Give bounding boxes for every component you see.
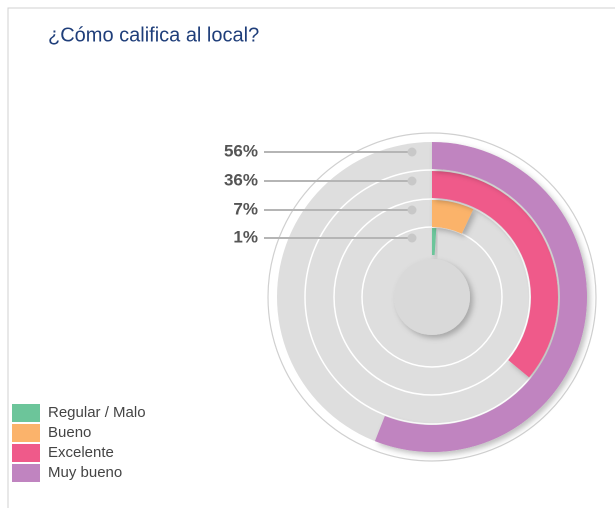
data-label: 1% — [233, 227, 258, 246]
track-divider — [333, 198, 531, 396]
leader-dot — [407, 176, 417, 186]
legend-swatch — [12, 404, 40, 422]
bar — [432, 200, 474, 234]
hub — [394, 259, 470, 335]
frame — [7, 7, 615, 508]
leader-dot — [407, 205, 417, 215]
legend-label: Bueno — [48, 424, 91, 441]
leader-dot — [407, 147, 417, 157]
legend-label: Excelente — [48, 444, 114, 461]
bar — [374, 142, 587, 452]
leader-dot — [407, 233, 417, 243]
legend-swatch — [12, 424, 40, 442]
data-label: 36% — [224, 170, 258, 189]
bar — [432, 171, 559, 378]
legend-label: Muy bueno — [48, 464, 122, 481]
chart-title: ¿Cómo califica al local? — [48, 24, 259, 46]
data-label: 7% — [233, 199, 258, 218]
legend-swatch — [12, 464, 40, 482]
legend-swatch — [12, 444, 40, 462]
data-label: 56% — [224, 141, 258, 160]
track-divider — [304, 169, 560, 425]
legend-label: Regular / Malo — [48, 404, 146, 421]
bar — [432, 228, 437, 256]
